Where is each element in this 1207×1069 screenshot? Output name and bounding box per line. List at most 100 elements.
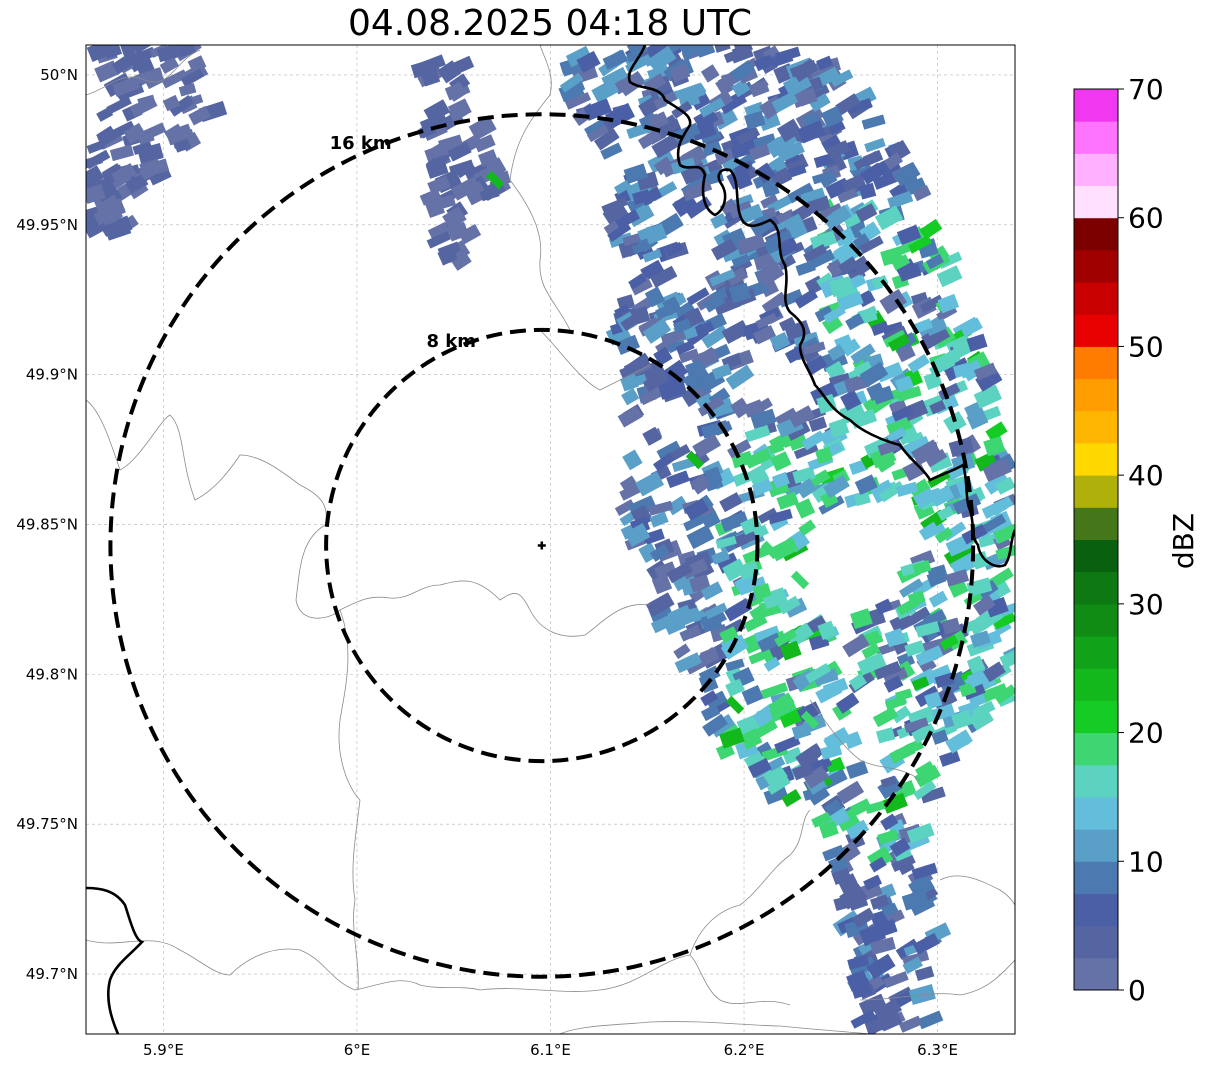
echo-cell [973,362,998,381]
echo-cell [748,648,773,665]
echo-cell [809,93,831,112]
echo-cell [769,331,791,352]
y-tick-label: 50°N [40,66,78,84]
echo-cell [777,237,800,258]
echo-cell [907,353,930,374]
echo-cell [914,965,935,981]
echo-cell [775,251,797,271]
echo-cell [948,545,975,563]
echo-cell [656,440,683,462]
echo-cell [895,481,919,497]
echo-cell [719,492,743,513]
echo-cell [938,670,969,696]
echo-cell [822,677,849,697]
echo-cell [896,344,916,363]
echo-cell [687,180,713,197]
colorbar-tick-label: 70 [1128,73,1164,106]
echo-cell [626,45,649,59]
echo-cell [863,436,891,459]
echo-cell [619,475,640,495]
echo-cell [851,907,876,928]
echo-cell [448,248,472,271]
echo-cell [918,521,940,541]
y-tick-label: 49.85°N [16,516,78,534]
echo-cell [776,140,805,163]
echo-cell [426,150,450,172]
echo-cell [731,79,751,98]
echo-cell [886,426,907,444]
echo-cell [881,902,899,918]
echo-cell [429,141,450,160]
echo-cell [730,397,751,419]
echo-cell [770,451,792,472]
echo-cell [670,443,691,461]
echo-cell [966,409,989,430]
echo-cell [809,230,838,251]
echo-cell [854,474,878,495]
echo-cell [732,529,757,549]
echo-cell [850,978,873,999]
echo-cell [767,775,791,795]
echo-cell [700,690,719,707]
echo-cell [755,261,785,288]
echo-cell [917,1010,944,1030]
echo-cell [894,375,914,393]
echo-cell [869,856,887,873]
echo-cell [902,459,926,482]
echo-cell [728,282,751,304]
echo-cell [427,175,451,195]
colorbar-tick-label: 60 [1128,202,1164,235]
echo-cell [851,255,872,276]
echo-cell [879,288,907,315]
echo-cell [175,45,197,58]
echo-cell [869,936,896,955]
echo-cell [815,446,834,465]
echo-cell [426,231,451,249]
echo-cell [709,269,736,287]
echo-cell [816,393,837,414]
echo-cell [889,742,916,764]
echo-cell [744,424,771,443]
echo-cell [715,535,737,549]
echo-cell [730,141,757,159]
colorbar-block [1074,829,1118,862]
echo-cell [984,472,1010,495]
echo-cell [818,820,839,839]
echo-cell [896,224,922,246]
echo-cell [981,513,1007,534]
echo-cell [174,138,191,153]
axis-ticks: 5.9°E 6°E 6.1°E 6.2°E 6.3°E 50°N 49.95°N 49.9°N… [16,66,958,1059]
echo-cell [643,369,670,393]
echo-cell [637,128,662,150]
echo-cell [711,363,732,380]
range-ring [324,327,760,764]
echo-cell [620,310,646,332]
echo-cell [770,167,793,188]
echo-cell [645,592,675,617]
echo-cell [800,187,826,204]
echo-cell [939,750,961,767]
echo-cell [702,140,722,157]
echo-cell [859,923,887,947]
echo-cell [86,45,114,63]
echo-cell [663,615,686,636]
echo-cell [925,253,944,270]
echo-cell [823,726,852,752]
echo-cell [145,73,165,90]
echo-cell [766,756,786,772]
echo-cell [904,640,926,657]
echo-cell [864,137,886,153]
echo-cell [828,372,851,387]
echo-cell [468,115,497,141]
echo-cell [850,1009,877,1029]
echo-cell-strong [800,710,820,730]
echo-cell [887,190,914,210]
echo-cell [446,81,468,102]
echo-cell [623,354,651,376]
echo-cell [689,574,711,593]
echo-cell [837,188,859,204]
echo-cell [805,662,831,684]
echo-cell [713,45,731,53]
echo-cell [794,288,819,309]
echo-cell [798,519,817,536]
